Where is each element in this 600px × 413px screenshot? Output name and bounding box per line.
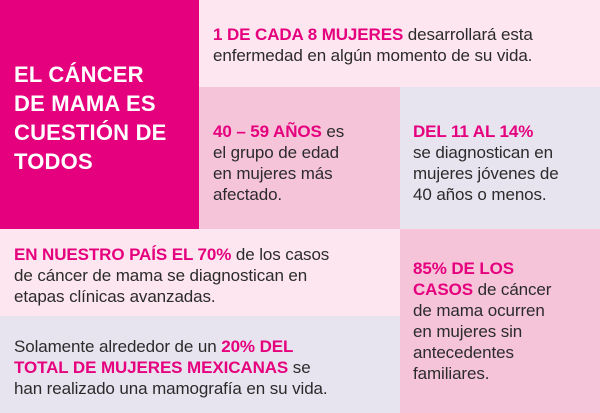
stat-5-highlight: CASOS (413, 280, 473, 299)
stat-6-pre: Solamente alrededor de un (14, 337, 222, 356)
stat-5-text: 85% DE LOS CASOS de cáncer de mama ocurr… (413, 258, 551, 384)
stat-1-highlight: 1 DE CADA 8 MUJERES (213, 25, 404, 44)
stat-5-line: antecedentes (413, 343, 514, 362)
stat-3-highlight: DEL 11 AL 14% (413, 122, 534, 141)
stat-6-highlight: 20% DEL (221, 337, 294, 356)
stat-panel-4 (0, 229, 400, 316)
stat-2-text: 40 – 59 AÑOS es el grupo de edad en muje… (213, 121, 344, 205)
stat-panel-3 (400, 87, 600, 229)
stat-4-line: de cáncer de mama se diagnostican en (14, 266, 308, 285)
stat-3-line: se diagnostican en (413, 143, 553, 162)
stat-5-line: de mama ocurren (413, 301, 545, 320)
stat-3-line: mujeres jóvenes de (413, 164, 559, 183)
stat-5-line: en mujeres sin (413, 322, 523, 341)
stat-1-text: 1 DE CADA 8 MUJERES desarrollará esta en… (213, 24, 533, 66)
stat-2-line: en mujeres más (213, 164, 333, 183)
stat-panel-1 (199, 0, 600, 87)
stat-6-post: se (288, 358, 311, 377)
stat-2-line: afectado. (213, 185, 283, 204)
stat-1-rest: desarrollará esta (403, 25, 533, 44)
stat-panel-5 (400, 229, 600, 413)
title-line: TODOS (14, 149, 93, 174)
stat-3-text: DEL 11 AL 14% se diagnostican en mujeres… (413, 121, 559, 205)
stat-2-highlight: 40 – 59 AÑOS (213, 122, 322, 141)
stat-4-highlight: EN NUESTRO PAÍS EL 70% (14, 245, 232, 264)
stat-3-line: 40 años o menos. (413, 185, 547, 204)
stat-4-line: etapas clínicas avanzadas. (14, 287, 216, 306)
stat-6-highlight: TOTAL DE MUJERES MEXICANAS (14, 358, 289, 377)
title-line: DE MAMA ES (14, 91, 156, 116)
title-line: CUESTIÓN DE (14, 120, 167, 145)
stat-1-line: enfermedad en algún momento de su vida. (213, 46, 533, 65)
stat-4-text: EN NUESTRO PAÍS EL 70% de los casos de c… (14, 244, 329, 307)
title-line: EL CÁNCER (14, 62, 144, 87)
stat-6-line: han realizado una mamografía en su vida. (14, 379, 328, 398)
stat-2-line: el grupo de edad (213, 143, 340, 162)
stat-6-text: Solamente alrededor de un 20% DEL TOTAL … (14, 336, 328, 399)
stat-5-line: familiares. (413, 364, 490, 383)
stat-panel-2 (199, 87, 400, 229)
stat-4-rest: de los casos (231, 245, 330, 264)
title-panel (0, 0, 199, 229)
stat-5-highlight: 85% DE LOS (413, 259, 515, 278)
page-title: EL CÁNCER DE MAMA ES CUESTIÓN DE TODOS (14, 60, 167, 176)
stat-2-rest: es (321, 122, 345, 141)
stat-panel-6 (0, 316, 400, 413)
stat-5-rest: de cáncer (472, 280, 552, 299)
